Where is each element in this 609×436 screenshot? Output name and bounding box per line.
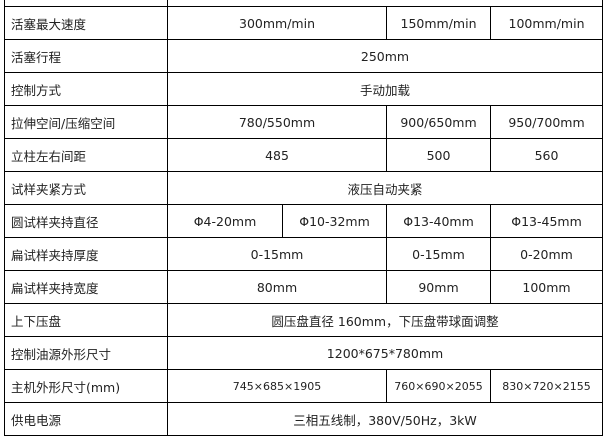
table-cell: 0-15mm — [167, 237, 387, 271]
row-label: 控制方式 — [4, 72, 168, 106]
table-cell: 1200*675*780mm — [167, 336, 603, 370]
row-label: 扁试样夹持宽度 — [4, 270, 168, 304]
table-cell: 950/700mm — [490, 105, 603, 139]
table-row: 控制油源外形尺寸 1200*675*780mm — [4, 336, 603, 370]
table-row: 扁试样夹持宽度 80mm 90mm 100mm — [4, 270, 603, 304]
row-label: 控制油源外形尺寸 — [4, 336, 168, 370]
table-cell: 100mm — [490, 270, 603, 304]
row-label: 试样夹紧方式 — [4, 171, 168, 205]
row-label: 立柱左右间距 — [4, 138, 168, 172]
table-cell: Φ13-45mm — [490, 204, 603, 238]
table-cell: 745×685×1905 — [167, 369, 387, 403]
table-cell: 90mm — [386, 270, 491, 304]
table-cell: 560 — [490, 138, 603, 172]
row-label: 上下压盘 — [4, 303, 168, 337]
table-cell: 100mm/min — [490, 6, 603, 40]
table-row: 活塞最大速度 300mm/min 150mm/min 100mm/min — [4, 6, 603, 40]
table-row: 供电电源 三相五线制，380V/50Hz，3kW — [4, 402, 603, 436]
table-row: 主机外形尺寸(mm) 745×685×1905 760×690×2055 830×72… — [4, 369, 603, 403]
table-cell: 0-15mm — [386, 237, 491, 271]
table-cell: 900/650mm — [386, 105, 491, 139]
table-row: 拉伸空间/压缩空间 780/550mm 900/650mm 950/700mm — [4, 105, 603, 139]
table-cell: 手动加载 — [167, 72, 603, 106]
table-cell: 150mm/min — [386, 6, 491, 40]
row-label: 活塞最大速度 — [4, 6, 168, 40]
row-label: 圆试样夹持直径 — [4, 204, 168, 238]
row-label: 拉伸空间/压缩空间 — [4, 105, 168, 139]
table-cell: 830×720×2155 — [490, 369, 603, 403]
table-cell: 液压自动夹紧 — [167, 171, 603, 205]
table-row: 控制方式 手动加载 — [4, 72, 603, 106]
table-cell: 780/550mm — [167, 105, 387, 139]
table-cell: 760×690×2055 — [386, 369, 491, 403]
table-cell: 0-20mm — [490, 237, 603, 271]
spec-table: 活塞最大速度 300mm/min 150mm/min 100mm/min 活塞行程 250… — [4, 0, 603, 436]
table-cell: Φ4-20mm — [167, 204, 283, 238]
table-cell: 500 — [386, 138, 491, 172]
table-cell: 300mm/min — [167, 6, 387, 40]
table-row: 试样夹紧方式 液压自动夹紧 — [4, 171, 603, 205]
table-cell: Φ10-32mm — [282, 204, 387, 238]
table-row: 上下压盘 圆压盘直径 160mm，下压盘带球面调整 — [4, 303, 603, 337]
table-cell: 80mm — [167, 270, 387, 304]
row-label: 供电电源 — [4, 402, 168, 436]
row-label: 活塞行程 — [4, 39, 168, 73]
row-label: 扁试样夹持厚度 — [4, 237, 168, 271]
table-row: 扁试样夹持厚度 0-15mm 0-15mm 0-20mm — [4, 237, 603, 271]
table-row: 圆试样夹持直径 Φ4-20mm Φ10-32mm Φ13-40mm Φ13-45mm — [4, 204, 603, 238]
table-row: 立柱左右间距 485 500 560 — [4, 138, 603, 172]
table-cell: 485 — [167, 138, 387, 172]
table-cell: 圆压盘直径 160mm，下压盘带球面调整 — [167, 303, 603, 337]
table-row: 活塞行程 250mm — [4, 39, 603, 73]
row-label: 主机外形尺寸(mm) — [4, 369, 168, 403]
table-cell: Φ13-40mm — [386, 204, 491, 238]
table-cell: 三相五线制，380V/50Hz，3kW — [167, 402, 603, 436]
table-cell: 250mm — [167, 39, 603, 73]
